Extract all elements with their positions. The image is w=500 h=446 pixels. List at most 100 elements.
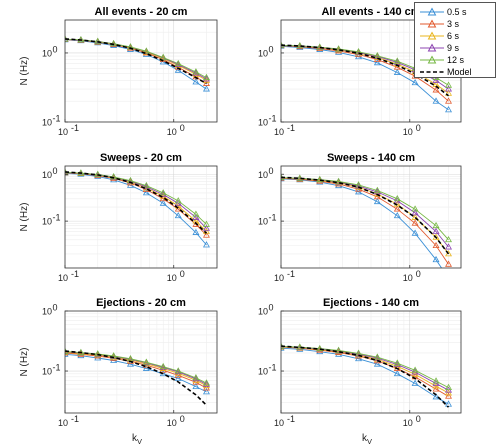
data-point — [174, 371, 182, 378]
gridlines — [65, 311, 217, 413]
data-point — [411, 213, 419, 220]
data-point — [296, 343, 304, 350]
gridlines — [65, 166, 217, 268]
legend-item: 12 s — [419, 54, 495, 66]
data-point — [202, 220, 210, 227]
data-point — [94, 37, 102, 44]
data-point — [174, 367, 182, 374]
series-line — [65, 351, 207, 387]
data-point — [202, 79, 210, 86]
data-point — [94, 354, 102, 361]
data-point — [142, 47, 150, 54]
y-tick-label: 10 — [258, 217, 268, 227]
data-point — [411, 219, 419, 226]
data-point — [432, 97, 440, 104]
data-point — [355, 185, 363, 192]
data-point — [445, 81, 453, 88]
legend-item: Model — [419, 66, 495, 78]
legend-item: 9 s — [419, 42, 495, 54]
legend-marker — [420, 43, 444, 52]
legend-label: 12 s — [447, 55, 465, 65]
x-tick-label: 10 — [58, 418, 68, 428]
x-tick-label: 10 — [167, 127, 177, 137]
series-group — [65, 347, 210, 406]
y-tick-label: 10 — [42, 307, 52, 317]
x-tick-label: 10 — [274, 273, 284, 283]
series-line — [65, 171, 208, 234]
panel-title: Sweeps - 140 cm — [327, 152, 415, 164]
data-point — [159, 189, 167, 196]
axes-frame — [64, 310, 218, 414]
data-point — [159, 362, 167, 370]
data-point — [373, 353, 381, 360]
data-point — [445, 260, 453, 267]
legend-item: 0.5 s — [419, 6, 495, 18]
y-tick-exponent: -1 — [53, 213, 61, 223]
series-line — [65, 171, 207, 225]
y-tick-exponent: 0 — [53, 166, 58, 176]
y-tick-label: 10 — [258, 48, 268, 58]
data-point — [159, 53, 167, 60]
series-line — [281, 178, 443, 268]
y-tick-exponent: -1 — [53, 114, 61, 124]
x-tick-label: 10 — [274, 418, 284, 428]
data-point — [335, 177, 343, 184]
series-line — [281, 45, 449, 102]
y-tick-exponent: 0 — [269, 303, 274, 313]
data-point — [316, 344, 324, 352]
x-axis-label: kV — [362, 433, 372, 446]
series-line — [281, 45, 449, 111]
data-point — [202, 73, 210, 80]
data-point — [432, 241, 440, 249]
data-point — [411, 78, 419, 86]
data-point — [192, 374, 200, 381]
series-line — [281, 345, 450, 408]
y-tick-exponent: 0 — [269, 166, 274, 176]
x-tick-exponent: 0 — [180, 123, 185, 133]
data-point — [393, 369, 401, 377]
data-point — [202, 85, 210, 92]
x-tick-exponent: 0 — [180, 269, 185, 279]
data-point — [411, 368, 419, 375]
data-point — [174, 205, 182, 212]
series-line — [281, 347, 449, 405]
series-line — [65, 353, 207, 393]
series-line — [65, 39, 207, 90]
y-tick-exponent: 0 — [53, 303, 58, 313]
data-point — [445, 243, 453, 250]
series-group — [65, 168, 210, 248]
data-point — [373, 51, 381, 59]
y-tick-label: 10 — [42, 217, 52, 227]
x-tick-exponent: 0 — [416, 269, 421, 279]
x-tick-exponent: -1 — [71, 414, 79, 424]
data-point — [281, 344, 285, 351]
y-tick-label: 10 — [258, 118, 268, 128]
data-point — [411, 229, 419, 236]
data-point — [192, 68, 200, 75]
series-line — [281, 177, 449, 265]
x-tick-exponent: -1 — [287, 123, 295, 133]
legend-marker — [420, 55, 444, 64]
x-tick-exponent: 0 — [416, 123, 421, 133]
series-line — [65, 350, 207, 384]
axes-frame — [280, 165, 462, 269]
axes-frame — [64, 19, 218, 123]
data-point — [174, 211, 182, 219]
y-axis-label: N (Hz) — [19, 57, 30, 86]
x-tick-exponent: -1 — [287, 414, 295, 424]
legend-label: 6 s — [447, 31, 460, 41]
x-tick-exponent: -1 — [71, 123, 79, 133]
x-tick-label: 10 — [403, 418, 413, 428]
legend-marker — [420, 7, 444, 16]
panel-title: All events - 140 cm — [321, 6, 420, 18]
data-point — [192, 382, 200, 390]
y-tick-label: 10 — [42, 367, 52, 377]
data-point — [393, 205, 401, 212]
y-tick-exponent: -1 — [269, 114, 277, 124]
data-point — [393, 359, 401, 366]
series-line — [65, 38, 207, 85]
data-point — [446, 275, 452, 280]
data-point — [192, 78, 200, 85]
